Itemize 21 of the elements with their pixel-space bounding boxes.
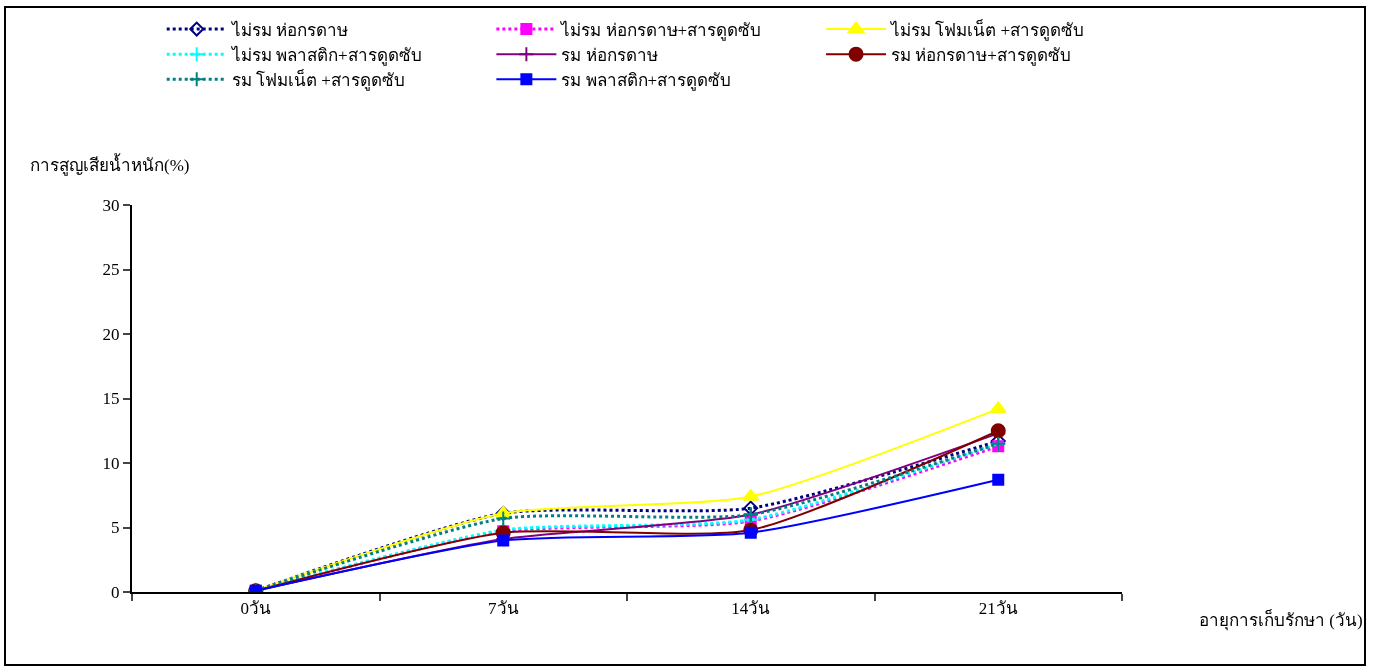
x-tick-label: 7วัน: [488, 599, 519, 619]
legend-label: ไม่รม ห่อกรดาษ: [229, 19, 348, 40]
y-tick-label: 0: [111, 582, 120, 602]
legend-label: รม โฟมเน็ต +สารดูดซับ: [231, 68, 405, 91]
legend-label: รม พลาสติก+สารดูดซับ: [561, 70, 732, 91]
legend-label: ไม่รม พลาสติก+สารดูดซับ: [229, 44, 422, 66]
y-tick-label: 5: [111, 518, 120, 538]
legend-label: ไม่รม โฟมเน็ต +สารดูดซับ: [889, 18, 1085, 41]
y-tick-label: 10: [102, 453, 120, 473]
y-axis-title: การสูญเสียน้ำหนัก(%): [30, 153, 190, 176]
y-tick-label: 15: [102, 389, 120, 409]
x-tick-label: 0วัน: [240, 599, 271, 619]
x-axis-title: อายุการเก็บรักษา (วัน): [1199, 609, 1363, 631]
x-tick-label: 21วัน: [978, 599, 1018, 619]
legend-label: รม ห่อกรดาษ: [561, 45, 658, 65]
y-tick-label: 20: [102, 324, 120, 344]
x-tick-label: 14วัน: [731, 599, 771, 619]
y-tick-label: 25: [102, 260, 120, 280]
legend-label: รม ห่อกรดาษ+สารดูดซับ: [891, 45, 1071, 66]
y-tick-label: 30: [102, 195, 120, 215]
legend-label: ไม่รม ห่อกรดาษ+สารดูดซับ: [559, 19, 762, 41]
